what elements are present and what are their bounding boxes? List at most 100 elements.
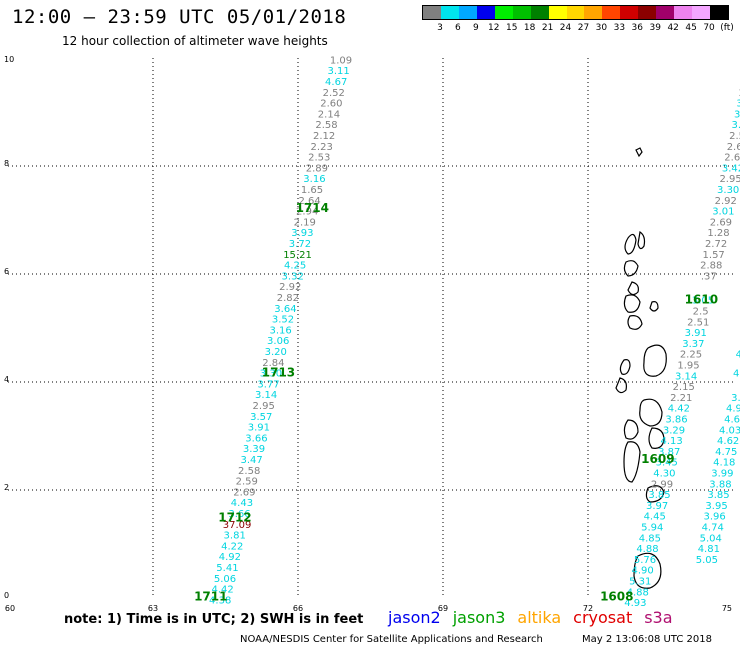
wave-height-value: 5.31 — [629, 577, 651, 588]
wave-height-value: 3.87 — [658, 447, 680, 458]
wave-height-value: 2.23 — [311, 142, 333, 153]
wave-height-value: 2.89 — [306, 163, 328, 174]
wave-height-value: 3.95 — [705, 501, 727, 512]
wave-height-value: 2.60 — [320, 99, 342, 110]
wave-height-value: 2.82 — [277, 293, 299, 304]
wave-height-value: 4.13 — [660, 436, 682, 447]
colorbar-swatch — [476, 6, 495, 19]
colorbar-tick-label: 36 — [631, 23, 644, 33]
wave-height-value: 3.93 — [291, 228, 313, 239]
island-outline — [645, 485, 665, 503]
wave-height-value: .37 — [701, 271, 717, 282]
wave-height-value: 2.25 — [680, 350, 702, 361]
satellite-legend: jason2 jason3 altika cryosat s3a — [388, 608, 685, 627]
wave-height-value: 2.12 — [313, 131, 335, 142]
wave-height-value: 3.30 — [717, 185, 739, 196]
wave-height-value: 2.15 — [673, 382, 695, 393]
island-outline — [619, 359, 631, 375]
wave-height-value: 4.85 — [639, 533, 661, 544]
wave-height-value: 4.43 — [231, 498, 253, 509]
wave-height-value: 3.16 — [303, 174, 325, 185]
wave-height-value: 4.42 — [668, 404, 690, 415]
island-outline — [643, 344, 667, 377]
island-outline — [627, 315, 643, 330]
wave-height-value: 3. — [731, 393, 740, 404]
wave-height-value: 3.05 — [692, 296, 714, 307]
island-outline — [637, 230, 646, 250]
colorbar-swatch — [548, 6, 567, 19]
wave-height-value: 4.03 — [719, 425, 740, 436]
wave-height-value: 4.42 — [211, 585, 233, 596]
wave-height-value: 3.18 — [736, 99, 740, 110]
wave-height-value: 3.32 — [282, 271, 304, 282]
wave-height-value: 3.37 — [682, 339, 704, 350]
wave-height-value: 3.20 — [265, 347, 287, 358]
wave-height-value: 1.57 — [703, 250, 725, 261]
wave-height-value: 2.69 — [710, 217, 732, 228]
wave-height-value: 4 — [736, 350, 740, 361]
wave-height-value: 2.14 — [318, 109, 340, 120]
x-tick-label: 75 — [722, 604, 732, 613]
wave-height-value: 2.21 — [670, 393, 692, 404]
pass-time-label: 1711 — [194, 590, 227, 604]
wave-height-value: 3.30 — [260, 369, 282, 380]
y-tick-label: 10 — [4, 55, 14, 64]
wave-height-value: 4.25 — [284, 261, 306, 272]
altimeter-tracks: 1.093.114.672.522.602.142.582.122.232.53… — [194, 55, 740, 609]
colorbar-swatch — [602, 6, 621, 19]
pass-time-label: 1714 — [296, 201, 329, 215]
wave-height-value: 4.30 — [653, 469, 675, 480]
x-tick-label: 63 — [148, 604, 158, 613]
colorbar-tick-label: 9 — [472, 23, 479, 33]
wave-height-value: 5.06 — [214, 574, 236, 585]
island-outline — [623, 441, 641, 483]
wave-height-value: 2.84 — [262, 358, 284, 369]
wave-height-value: 2.65 — [727, 142, 740, 153]
wave-height-colorbar: 3 6 9 12 15 18 21 24 27 30 33 36 39 42 45 70 (ft) — [422, 5, 740, 33]
wave-height-value: 3.99 — [711, 469, 733, 480]
island-outline — [648, 427, 665, 449]
island-outline — [639, 398, 663, 427]
y-tick-label: 0 — [4, 591, 9, 600]
wave-height-value: 3.06 — [267, 336, 289, 347]
wave-height-value: 2.72 — [705, 239, 727, 250]
colorbar-swatch — [638, 6, 657, 19]
wave-height-value: 4.88 — [627, 587, 649, 598]
wave-height-value: 5.94 — [641, 523, 663, 534]
colorbar-tick-label: (ft) — [720, 23, 734, 33]
island-outline — [633, 552, 662, 589]
wave-height-value: 2.69 — [233, 487, 255, 498]
wave-height-value: 2.67 — [724, 153, 740, 164]
wave-height-value: 2.5 — [693, 307, 709, 318]
wave-height-value: 3.64 — [274, 304, 296, 315]
colorbar-swatch — [423, 6, 441, 19]
legend-jason2: jason2 — [388, 608, 441, 627]
wave-height-value: 3.66 — [245, 433, 267, 444]
wave-height-value: 3.86 — [665, 415, 687, 426]
colorbar-swatch — [440, 6, 459, 19]
wave-height-value: 5.04 — [700, 533, 722, 544]
wave-height-value: 2.95 — [719, 174, 740, 185]
wave-height-value: 3.42 — [722, 163, 740, 174]
wave-height-value: 4.75 — [715, 447, 737, 458]
x-tick-label: 69 — [438, 604, 448, 613]
colorbar-tick-label: 33 — [613, 23, 626, 33]
wave-height-value: 3.89 — [734, 109, 740, 120]
satellite-track: 1.093.114.672.522.602.142.582.122.232.53… — [194, 55, 352, 606]
wave-height-value: 2.94 — [296, 207, 318, 218]
wave-height-value: 2.52 — [323, 88, 345, 99]
wave-height-value: 4.93 — [624, 598, 646, 609]
pass-time-label: 1713 — [262, 366, 295, 380]
satellite-track: 44.3.4.94.64.034.624.754.183.993.883.853… — [696, 350, 740, 566]
wave-height-value: 4.88 — [636, 544, 658, 555]
wave-height-value: 2.92 — [715, 196, 737, 207]
wave-height-value: 3.16 — [269, 325, 291, 336]
pass-time-label: 1608 — [600, 590, 633, 604]
wave-height-value: 3.52 — [272, 315, 294, 326]
wave-height-value: 4. — [733, 369, 740, 380]
y-tick-label: 2 — [4, 483, 9, 492]
colorbar-tick-label: 3 — [437, 23, 443, 33]
wave-height-value: 2.64 — [298, 196, 320, 207]
island-outline — [615, 377, 627, 394]
colorbar-swatch — [494, 6, 513, 19]
